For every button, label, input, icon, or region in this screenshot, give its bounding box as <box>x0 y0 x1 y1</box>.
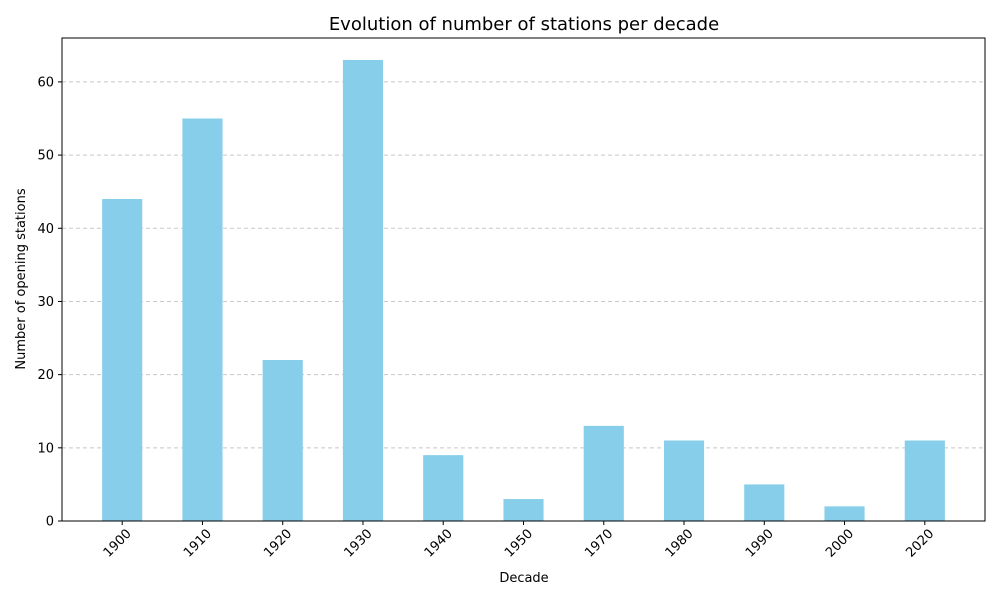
bar-1910 <box>182 118 223 521</box>
x-tick-label: 1920 <box>261 527 295 561</box>
y-tick-label: 10 <box>37 441 54 456</box>
bar-2000 <box>824 506 865 521</box>
bar-1940 <box>423 455 464 521</box>
bar-1950 <box>503 499 544 521</box>
y-tick-label: 20 <box>37 368 54 383</box>
y-tick-label: 40 <box>37 222 54 237</box>
bar-1920 <box>262 360 303 521</box>
bar-1970 <box>583 425 624 521</box>
bar-1980 <box>663 440 705 521</box>
bar-1930 <box>342 59 384 522</box>
x-tick-label: 2000 <box>823 527 857 561</box>
y-tick-label: 30 <box>37 295 54 310</box>
chart-title: Evolution of number of stations per deca… <box>329 14 719 35</box>
bar-1900 <box>102 199 143 521</box>
y-axis-title: Number of opening stations <box>14 188 29 369</box>
y-axis-ticks: 0 10 20 30 40 50 60 <box>37 75 62 530</box>
x-tick-label: 1980 <box>663 527 697 561</box>
x-tick-label: 1990 <box>743 527 777 561</box>
x-tick-label: 1950 <box>502 527 536 561</box>
x-tick-label: 1940 <box>422 527 456 561</box>
y-tick-label: 50 <box>37 149 54 164</box>
y-tick-label: 60 <box>37 75 54 90</box>
bar-2020 <box>904 440 945 521</box>
y-tick-label: 0 <box>46 515 54 530</box>
x-tick-label: 1930 <box>341 527 375 561</box>
x-axis-title: Decade <box>499 571 548 586</box>
x-tick-label: 2020 <box>903 527 937 561</box>
x-axis-ticks: 1900 1910 1920 1930 1940 1950 1970 1980 1990 2000… <box>101 521 937 561</box>
x-tick-label: 1900 <box>101 527 135 561</box>
x-tick-label: 1970 <box>582 527 616 561</box>
x-tick-label: 1910 <box>181 527 215 561</box>
bars <box>102 59 945 522</box>
bar-1990 <box>744 484 785 521</box>
